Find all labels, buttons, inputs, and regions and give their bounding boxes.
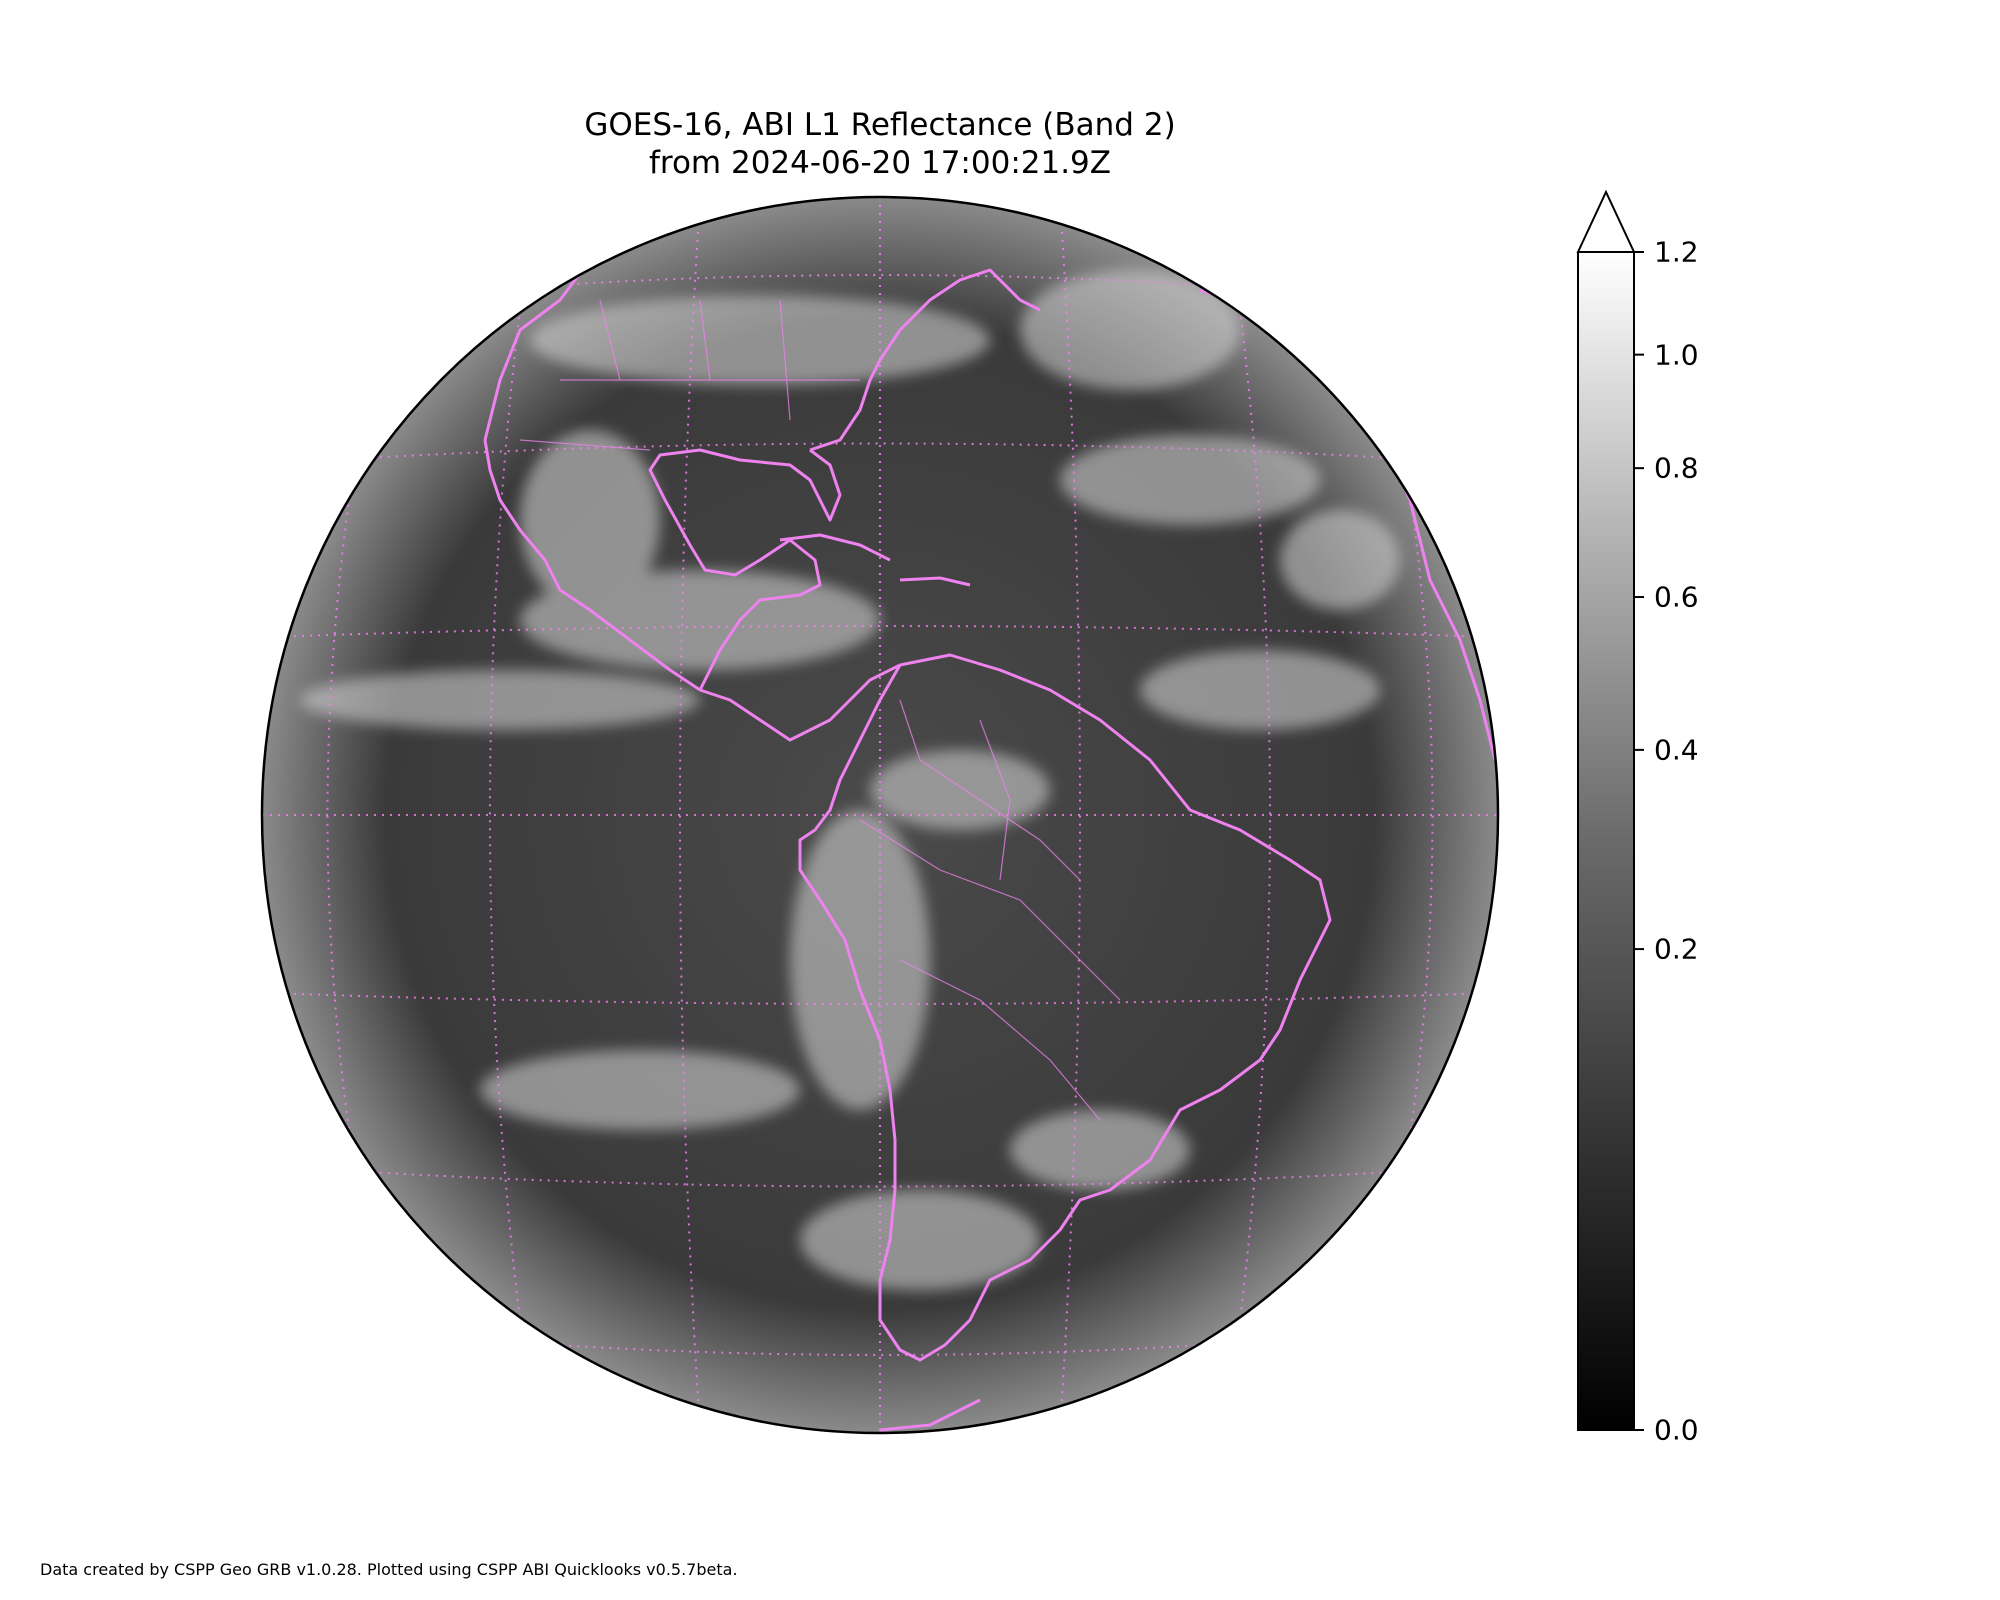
- colorbar-tick-label: 0.6: [1654, 580, 1699, 614]
- colorbar-gradient: [1578, 252, 1634, 1430]
- colorbar-tick-label: 0.8: [1654, 451, 1699, 485]
- coastline-gulf-of-mexico: [648, 448, 842, 691]
- colorbar-tick-label: 0.4: [1654, 733, 1699, 767]
- colorbar: [1576, 189, 1644, 1431]
- country-borders: [519, 299, 1121, 1121]
- colorbar-tick-label: 0.2: [1654, 932, 1699, 966]
- coastline-antarctic-peninsula: [879, 1398, 981, 1432]
- colorbar-tick-label: 0.0: [1654, 1413, 1699, 1447]
- chart-title-line2: from 2024-06-20 17:00:21.9Z: [648, 145, 1112, 181]
- colorbar-tick-label: 1.2: [1654, 235, 1699, 269]
- earth-disk-outline: [260, 195, 1500, 1435]
- colorbar-extend-max-arrow: [1576, 189, 1636, 253]
- cloud-features: [300, 270, 1400, 1290]
- coastline-hispaniola: [899, 576, 971, 587]
- coastline-central-america: [699, 663, 901, 742]
- coastline-us-east: [809, 268, 1041, 452]
- colorbar-outline: [1577, 252, 1635, 1431]
- coastline-north-america-west: [483, 259, 701, 692]
- footer-credit: Data created by CSPP Geo GRB v1.0.28. Pl…: [40, 1560, 738, 1579]
- coastline-south-america: [798, 653, 1332, 1362]
- coastline-cuba: [779, 533, 891, 562]
- colorbar-tick-label: 1.0: [1654, 338, 1699, 372]
- chart-title-line1: GOES-16, ABI L1 Reflectance (Band 2): [584, 107, 1176, 143]
